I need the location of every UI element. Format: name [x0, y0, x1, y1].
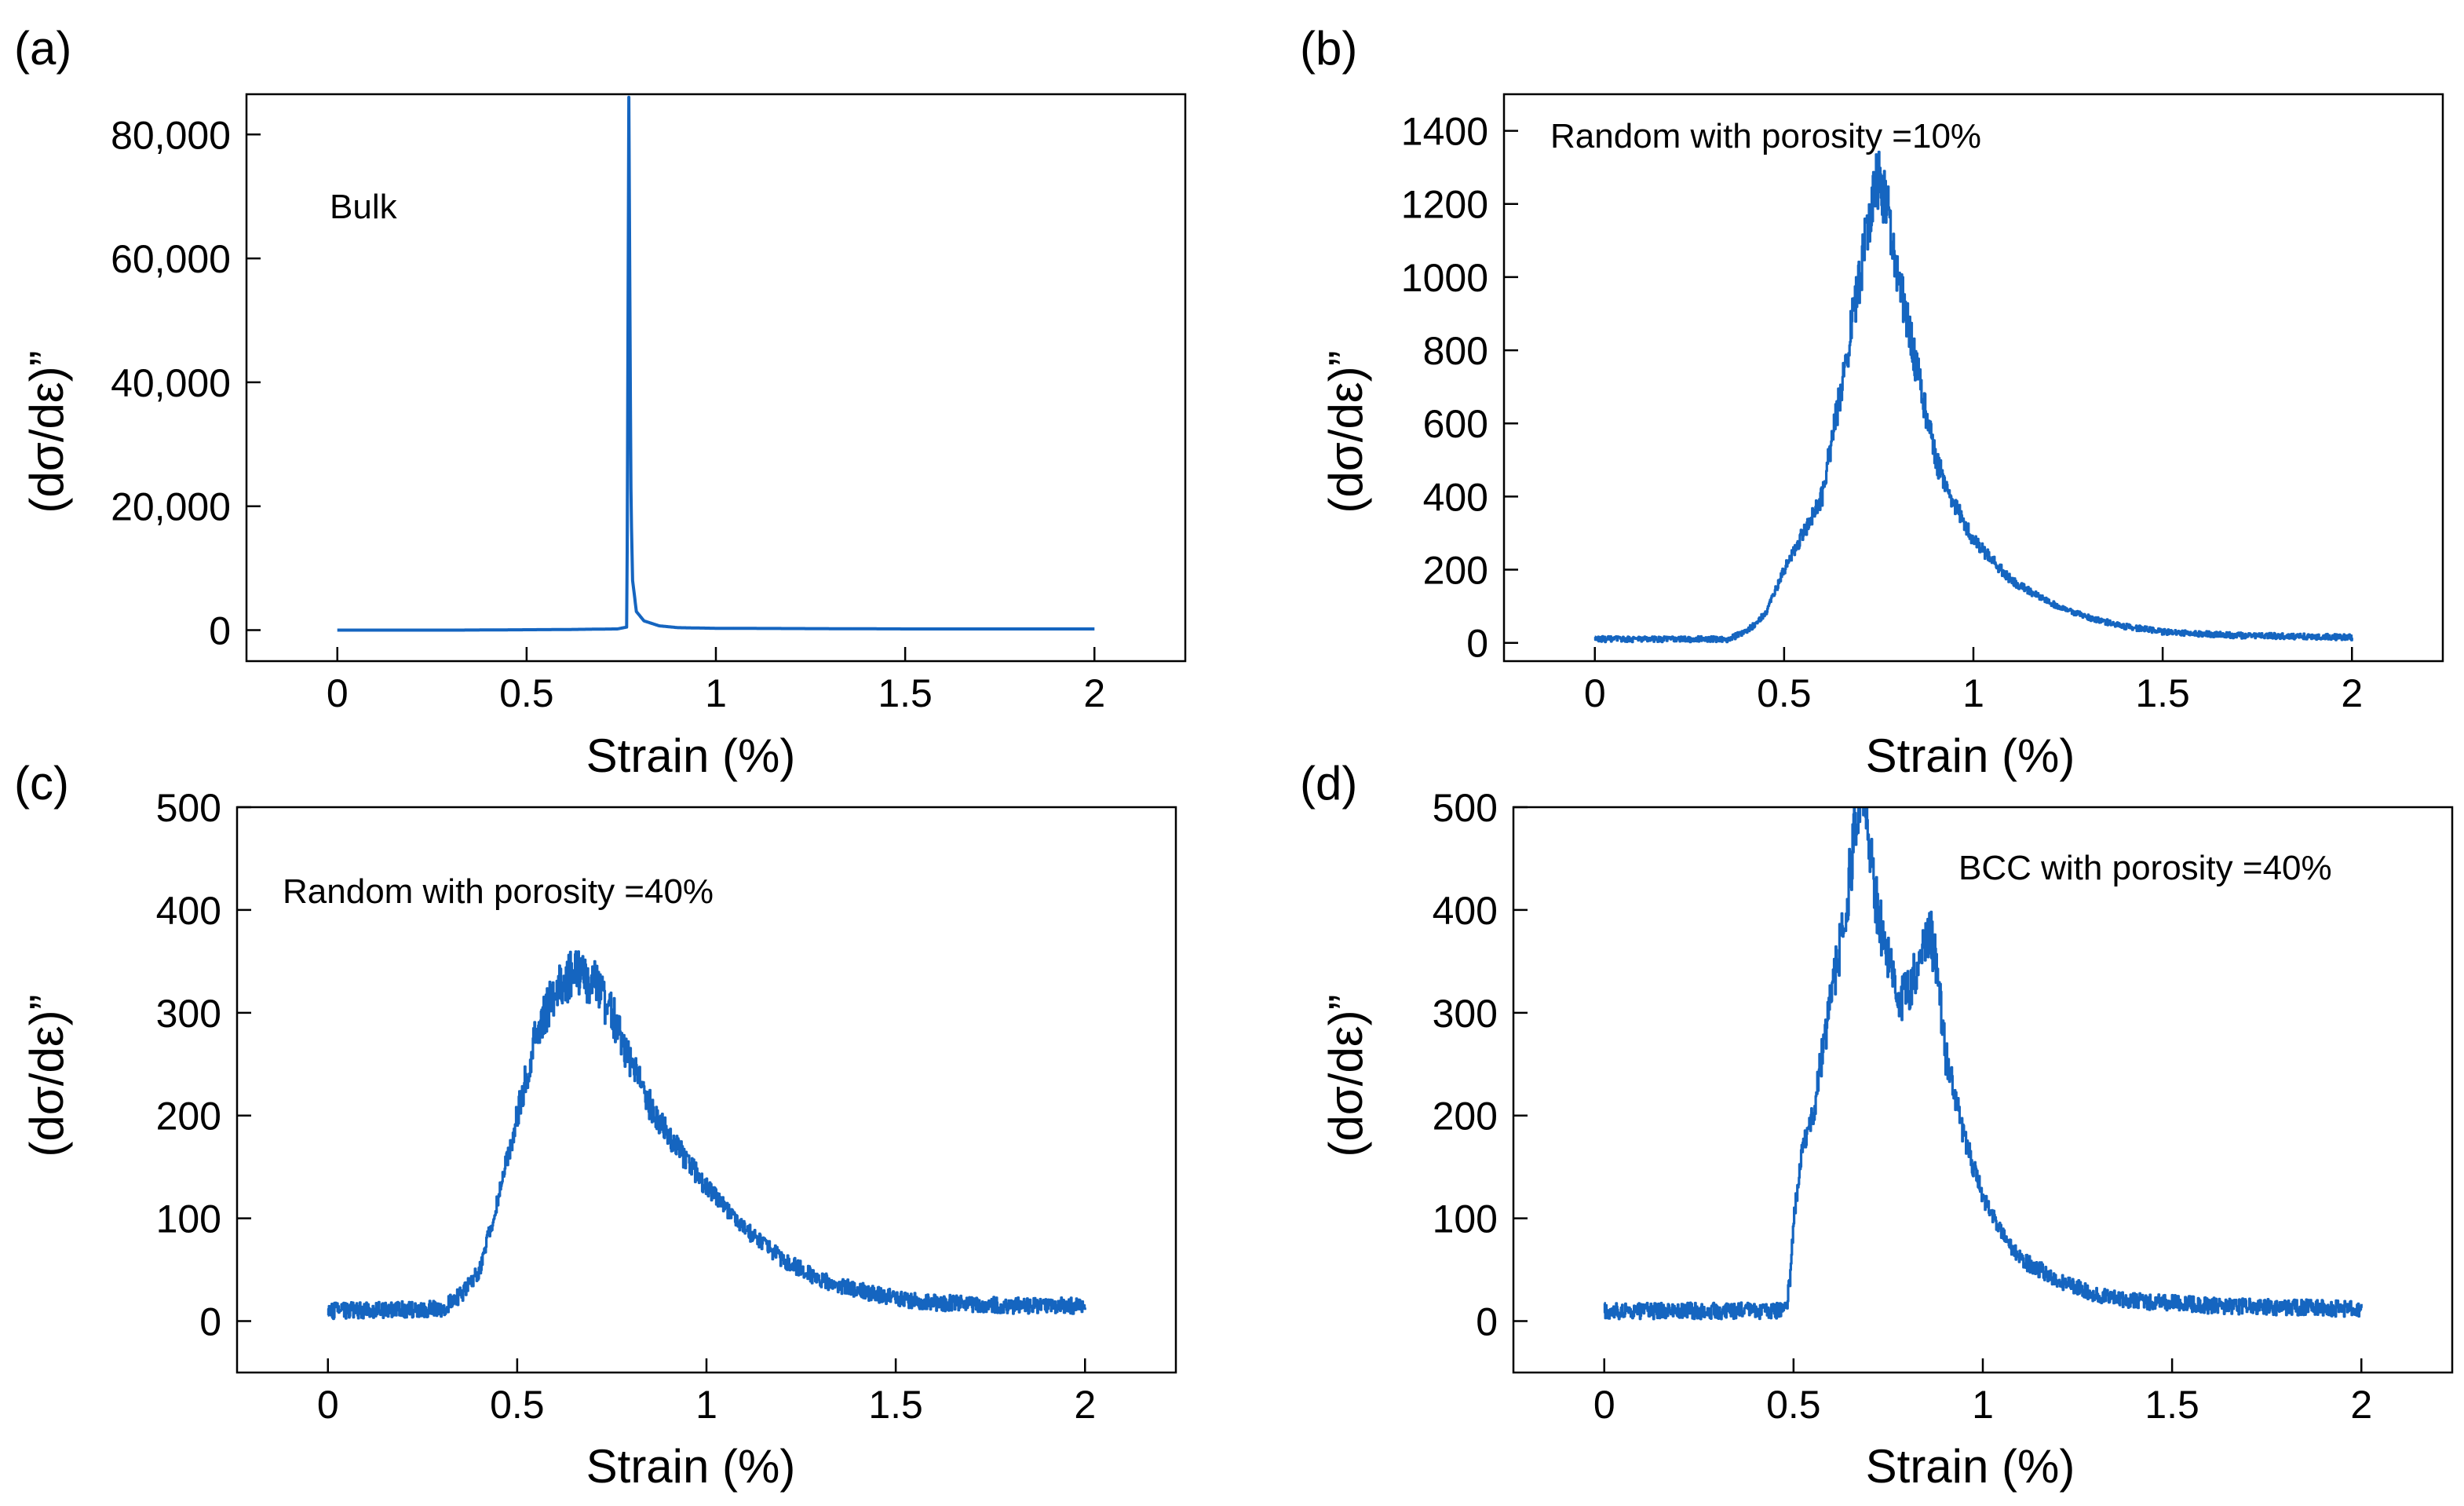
- panel-c-x-tick-label: 2: [1074, 1383, 1096, 1427]
- panel-c-x-tick-label: 1: [695, 1383, 717, 1427]
- panel-b-x-tick-label: 1.5: [2135, 671, 2190, 715]
- panel-a-x-tick-label: 1: [705, 671, 727, 715]
- panel-c-x-tick-label: 1.5: [868, 1383, 923, 1427]
- panel-a-y-axis-title: (dσ/dε)”: [20, 350, 73, 513]
- panel-a-y-tick-label: 40,000: [111, 361, 231, 405]
- panel-a-y-tick-label: 60,000: [111, 237, 231, 281]
- panel-c-x-tick-label: 0.5: [490, 1383, 545, 1427]
- panel-d-x-axis-title: Strain (%): [1866, 1440, 2075, 1493]
- panel-c-y-tick-label: 200: [156, 1095, 221, 1139]
- panel-c-annotation: Random with porosity =40%: [283, 872, 714, 911]
- panel-a-y-tick-label: 20,000: [111, 485, 231, 529]
- panel-a-annotation: Bulk: [330, 188, 398, 226]
- panel-a-y-tick-label: 0: [209, 609, 231, 653]
- panel-c-y-tick-label: 300: [156, 992, 221, 1036]
- panel-d-x-tick-label: 0: [1593, 1383, 1615, 1427]
- panel-d-label: (d): [1300, 757, 1357, 810]
- panel-c-label: (c): [14, 757, 69, 810]
- panel-a-x-tick-label: 0: [327, 671, 349, 715]
- panel-c-y-axis-title: (dσ/dε)”: [20, 994, 73, 1157]
- panel-d-y-tick-label: 200: [1433, 1095, 1498, 1139]
- panel-c-x-tick-label: 0: [317, 1383, 339, 1427]
- panel-b-series-line: [1593, 150, 2353, 644]
- panel-b-y-axis-title: (dσ/dε)”: [1320, 350, 1372, 513]
- panel-c-x-axis-title: Strain (%): [586, 1440, 796, 1493]
- panel-a-x-tick-label: 2: [1083, 671, 1105, 715]
- panel-c-series-line: [327, 950, 1086, 1321]
- panel-c-y-tick-label: 500: [156, 786, 221, 830]
- panel-d-y-tick-label: 100: [1433, 1197, 1498, 1241]
- panel-d-y-tick-label: 0: [1476, 1300, 1498, 1344]
- panel-a-x-tick-label: 1.5: [878, 671, 933, 715]
- panel-b-y-tick-label: 1200: [1401, 183, 1488, 227]
- panel-a-series-line: [336, 95, 1096, 632]
- panel-d-x-tick-label: 2: [2350, 1383, 2372, 1427]
- panel-b-y-tick-label: 200: [1423, 549, 1488, 593]
- panel-d-annotation: BCC with porosity =40%: [1958, 849, 2332, 887]
- panel-b-y-tick-label: 400: [1423, 475, 1488, 519]
- panel-d-y-tick-label: 300: [1433, 992, 1498, 1036]
- panel-d-series-line: [1603, 807, 2363, 1321]
- panel-b-y-tick-label: 0: [1466, 622, 1488, 666]
- panel-a: 0 0.5 1 1.5 2 0 20,000 40,000 60,000 80,000 Strain…: [14, 22, 1187, 782]
- panel-d-x-tick-label: 0.5: [1766, 1383, 1821, 1427]
- panel-c-y-tick-label: 100: [156, 1197, 221, 1241]
- panel-d-x-tick-label: 1: [1972, 1383, 1994, 1427]
- panel-c-y-tick-label: 0: [199, 1300, 221, 1344]
- panel-b-x-tick-label: 0.5: [1757, 671, 1812, 715]
- panel-b-x-tick-label: 2: [2341, 671, 2363, 715]
- panel-c-y-tick-label: 400: [156, 889, 221, 933]
- panel-a-y-tick-label: 80,000: [111, 113, 231, 157]
- panel-c: 0 0.5 1 1.5 2 0 100 200 300 400 500 Strain (%) (dσ/d…: [14, 757, 1177, 1493]
- panel-b-y-tick-label: 800: [1423, 329, 1488, 373]
- panel-d-y-tick-label: 500: [1433, 786, 1498, 830]
- panel-b-y-tick-label: 1000: [1401, 256, 1488, 300]
- panel-b-x-tick-label: 0: [1584, 671, 1606, 715]
- panel-b-label: (b): [1300, 22, 1357, 75]
- panel-a-label: (a): [14, 22, 71, 75]
- panel-b-y-tick-label: 1400: [1401, 110, 1488, 154]
- panel-d-y-axis-title: (dσ/dε)”: [1320, 994, 1372, 1157]
- panel-b-x-tick-label: 1: [1962, 671, 1984, 715]
- panel-b-x-axis-title: Strain (%): [1866, 729, 2075, 782]
- panel-a-x-axis-title: Strain (%): [586, 729, 796, 782]
- panel-d-x-tick-label: 1.5: [2145, 1383, 2199, 1427]
- panel-a-x-tick-label: 0.5: [499, 671, 554, 715]
- panel-b-annotation: Random with porosity =10%: [1550, 117, 1981, 155]
- panel-b: 0 0.5 1 1.5 2 0 200 400 600 800 1000 1200 1400 Strain…: [1300, 22, 2444, 782]
- panel-d: 0 0.5 1 1.5 2 0 100 200 300 400 500 Strain (%) (dσ/d…: [1300, 757, 2454, 1493]
- panel-b-y-tick-label: 600: [1423, 402, 1488, 446]
- panel-d-y-tick-label: 400: [1433, 889, 1498, 933]
